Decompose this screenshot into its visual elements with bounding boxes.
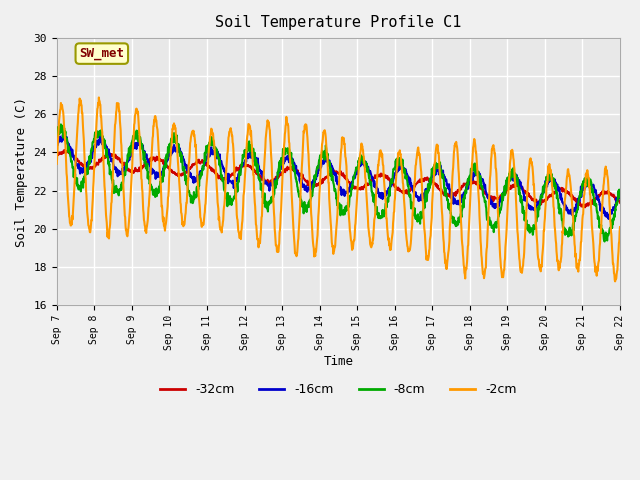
- -2cm: [97, 113, 104, 119]
- -8cm: [374, 211, 381, 216]
- -16cm: [120, 165, 127, 171]
- -32cm: [292, 168, 300, 173]
- -2cm: [374, 170, 381, 176]
- -32cm: [120, 162, 127, 168]
- -2cm: [292, 251, 300, 257]
- -8cm: [57, 121, 65, 127]
- -16cm: [292, 163, 300, 168]
- Title: Soil Temperature Profile C1: Soil Temperature Profile C1: [215, 15, 461, 30]
- -32cm: [616, 200, 624, 205]
- -16cm: [314, 170, 322, 176]
- -16cm: [374, 186, 381, 192]
- Line: -2cm: -2cm: [57, 97, 620, 281]
- X-axis label: Time: Time: [323, 356, 353, 369]
- Line: -32cm: -32cm: [57, 150, 620, 207]
- -8cm: [314, 166, 322, 171]
- Line: -16cm: -16cm: [57, 134, 620, 219]
- -2cm: [120, 190, 127, 195]
- -32cm: [374, 172, 381, 178]
- -16cm: [60, 132, 68, 137]
- -32cm: [581, 204, 589, 210]
- -2cm: [616, 224, 624, 230]
- -32cm: [53, 153, 61, 158]
- -2cm: [611, 278, 619, 284]
- -32cm: [314, 182, 322, 188]
- -8cm: [601, 239, 609, 244]
- Line: -8cm: -8cm: [57, 124, 620, 241]
- -8cm: [292, 176, 300, 181]
- -8cm: [53, 138, 61, 144]
- -2cm: [95, 95, 102, 100]
- -16cm: [97, 140, 104, 145]
- -8cm: [304, 204, 312, 210]
- Legend: -32cm, -16cm, -8cm, -2cm: -32cm, -16cm, -8cm, -2cm: [155, 378, 522, 401]
- Y-axis label: Soil Temperature (C): Soil Temperature (C): [15, 96, 28, 247]
- -2cm: [304, 141, 312, 146]
- -16cm: [616, 191, 624, 197]
- -32cm: [60, 147, 68, 153]
- -8cm: [120, 173, 127, 179]
- -8cm: [97, 132, 104, 138]
- -16cm: [304, 187, 312, 192]
- -8cm: [616, 191, 624, 196]
- -2cm: [53, 161, 61, 167]
- -16cm: [605, 216, 612, 222]
- -2cm: [314, 223, 322, 229]
- -32cm: [304, 182, 312, 188]
- -16cm: [53, 141, 61, 146]
- -32cm: [97, 159, 104, 165]
- Text: SW_met: SW_met: [79, 47, 124, 60]
